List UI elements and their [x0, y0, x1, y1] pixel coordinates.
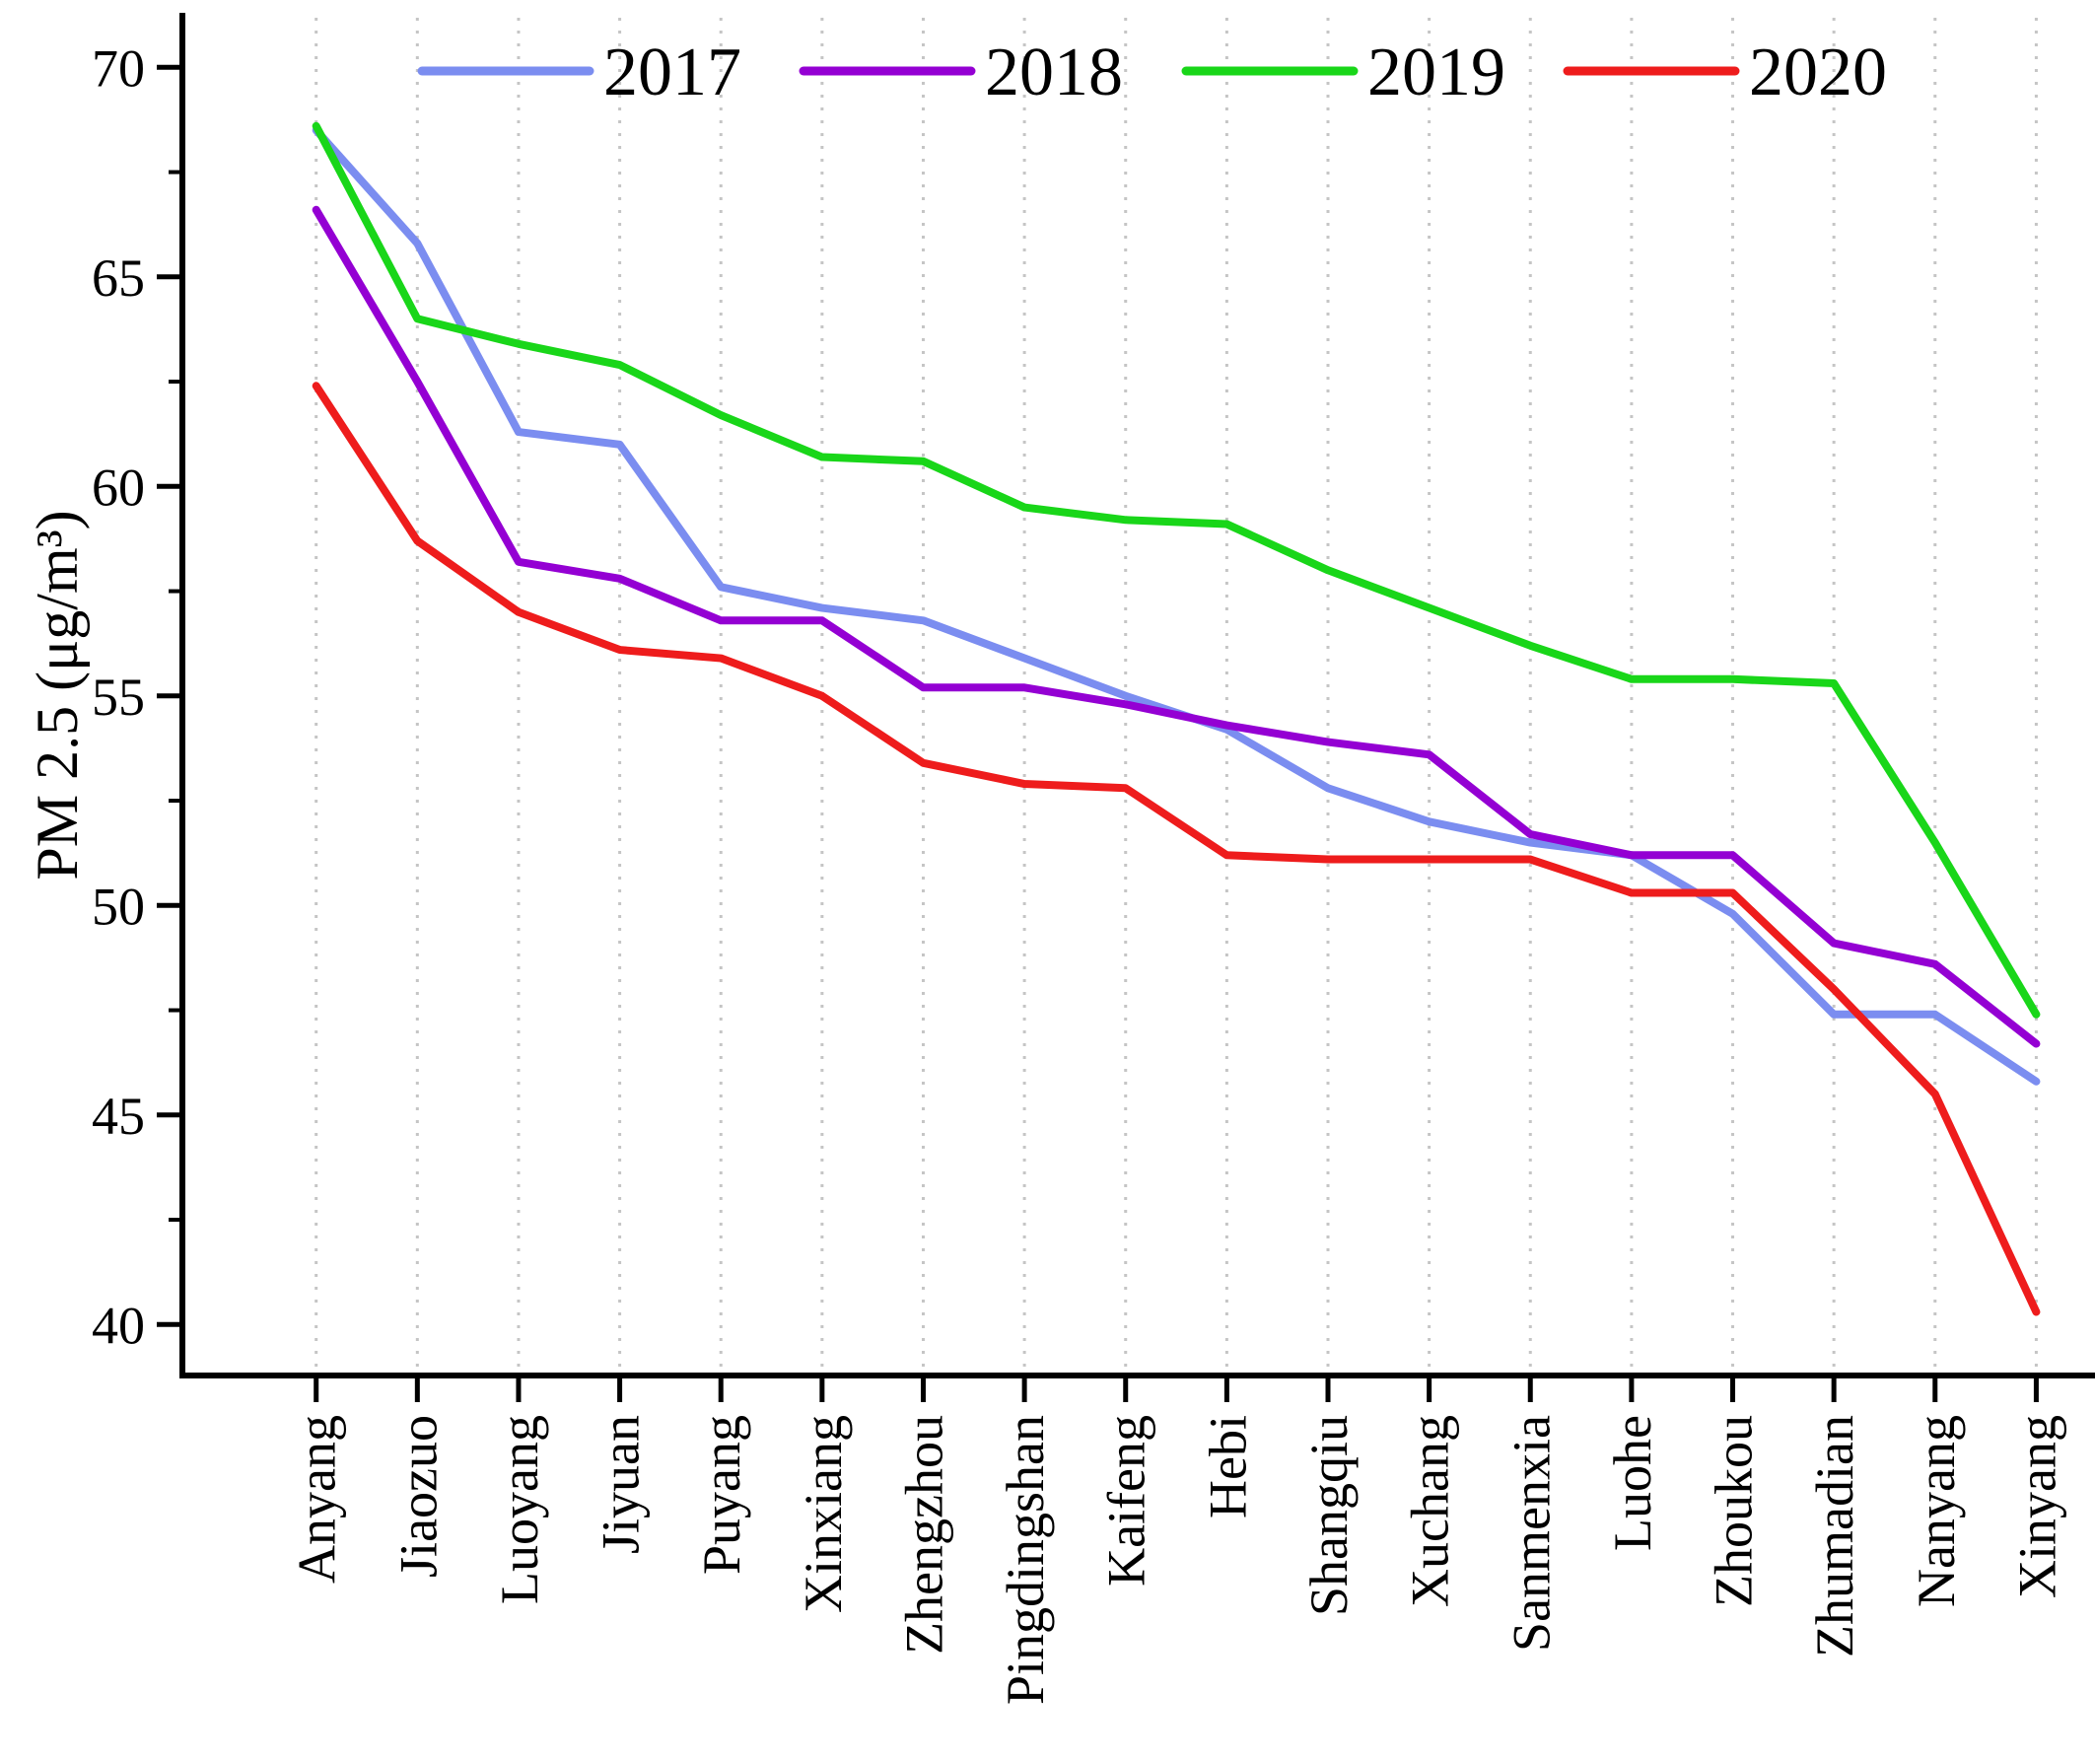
y-axis-title: PM 2.5 (μg/m³) — [25, 510, 90, 880]
legend-label-2019: 2019 — [1367, 35, 1505, 110]
y-tick-label-50: 50 — [92, 877, 145, 936]
y-tick-label-70: 70 — [92, 38, 145, 98]
x-tick-label-nanyang: Nanyang — [1907, 1415, 1966, 1607]
x-tick-label-puyang: Puyang — [692, 1415, 751, 1575]
y-tick-label-55: 55 — [92, 668, 145, 727]
series-line-2020 — [312, 382, 2041, 1316]
legend-label-2018: 2018 — [985, 35, 1123, 110]
x-tick-label-sanmenxia: Sanmenxia — [1501, 1415, 1561, 1652]
y-tick-label-45: 45 — [92, 1087, 145, 1146]
series-line-2019 — [312, 121, 2041, 1019]
x-tick-label-hebi: Hebi — [1198, 1415, 1257, 1518]
x-tick-label-xinxiang: Xinxiang — [794, 1415, 853, 1613]
x-tick-label-xinyang: Xinyang — [2007, 1415, 2066, 1598]
y-tick-label-65: 65 — [92, 248, 145, 308]
x-tick-label-jiaozuo: Jiaozuo — [388, 1415, 448, 1578]
x-tick-label-pingdingshan: Pingdingshan — [996, 1415, 1055, 1705]
x-tick-label-shangqiu: Shangqiu — [1299, 1415, 1359, 1616]
y-tick-label-60: 60 — [92, 458, 145, 517]
x-tick-label-luoyang: Luoyang — [490, 1415, 549, 1604]
x-tick-label-luohe: Luohe — [1603, 1415, 1662, 1551]
x-tick-label-zhoukou: Zhoukou — [1705, 1415, 1764, 1607]
x-tick-label-jiyuan: Jiyuan — [592, 1415, 651, 1554]
x-tick-label-xuchang: Xuchang — [1401, 1415, 1460, 1607]
legend-label-2017: 2017 — [603, 35, 741, 110]
x-tick-label-kaifeng: Kaifeng — [1097, 1415, 1156, 1587]
x-tick-label-zhumadian: Zhumadian — [1805, 1415, 1864, 1658]
x-tick-label-anyang: Anyang — [288, 1415, 347, 1584]
series-line-2018 — [312, 205, 2041, 1048]
legend-label-2020: 2020 — [1749, 35, 1887, 110]
x-tick-label-zhengzhou: Zhengzhou — [894, 1415, 953, 1655]
y-tick-label-40: 40 — [92, 1296, 145, 1355]
